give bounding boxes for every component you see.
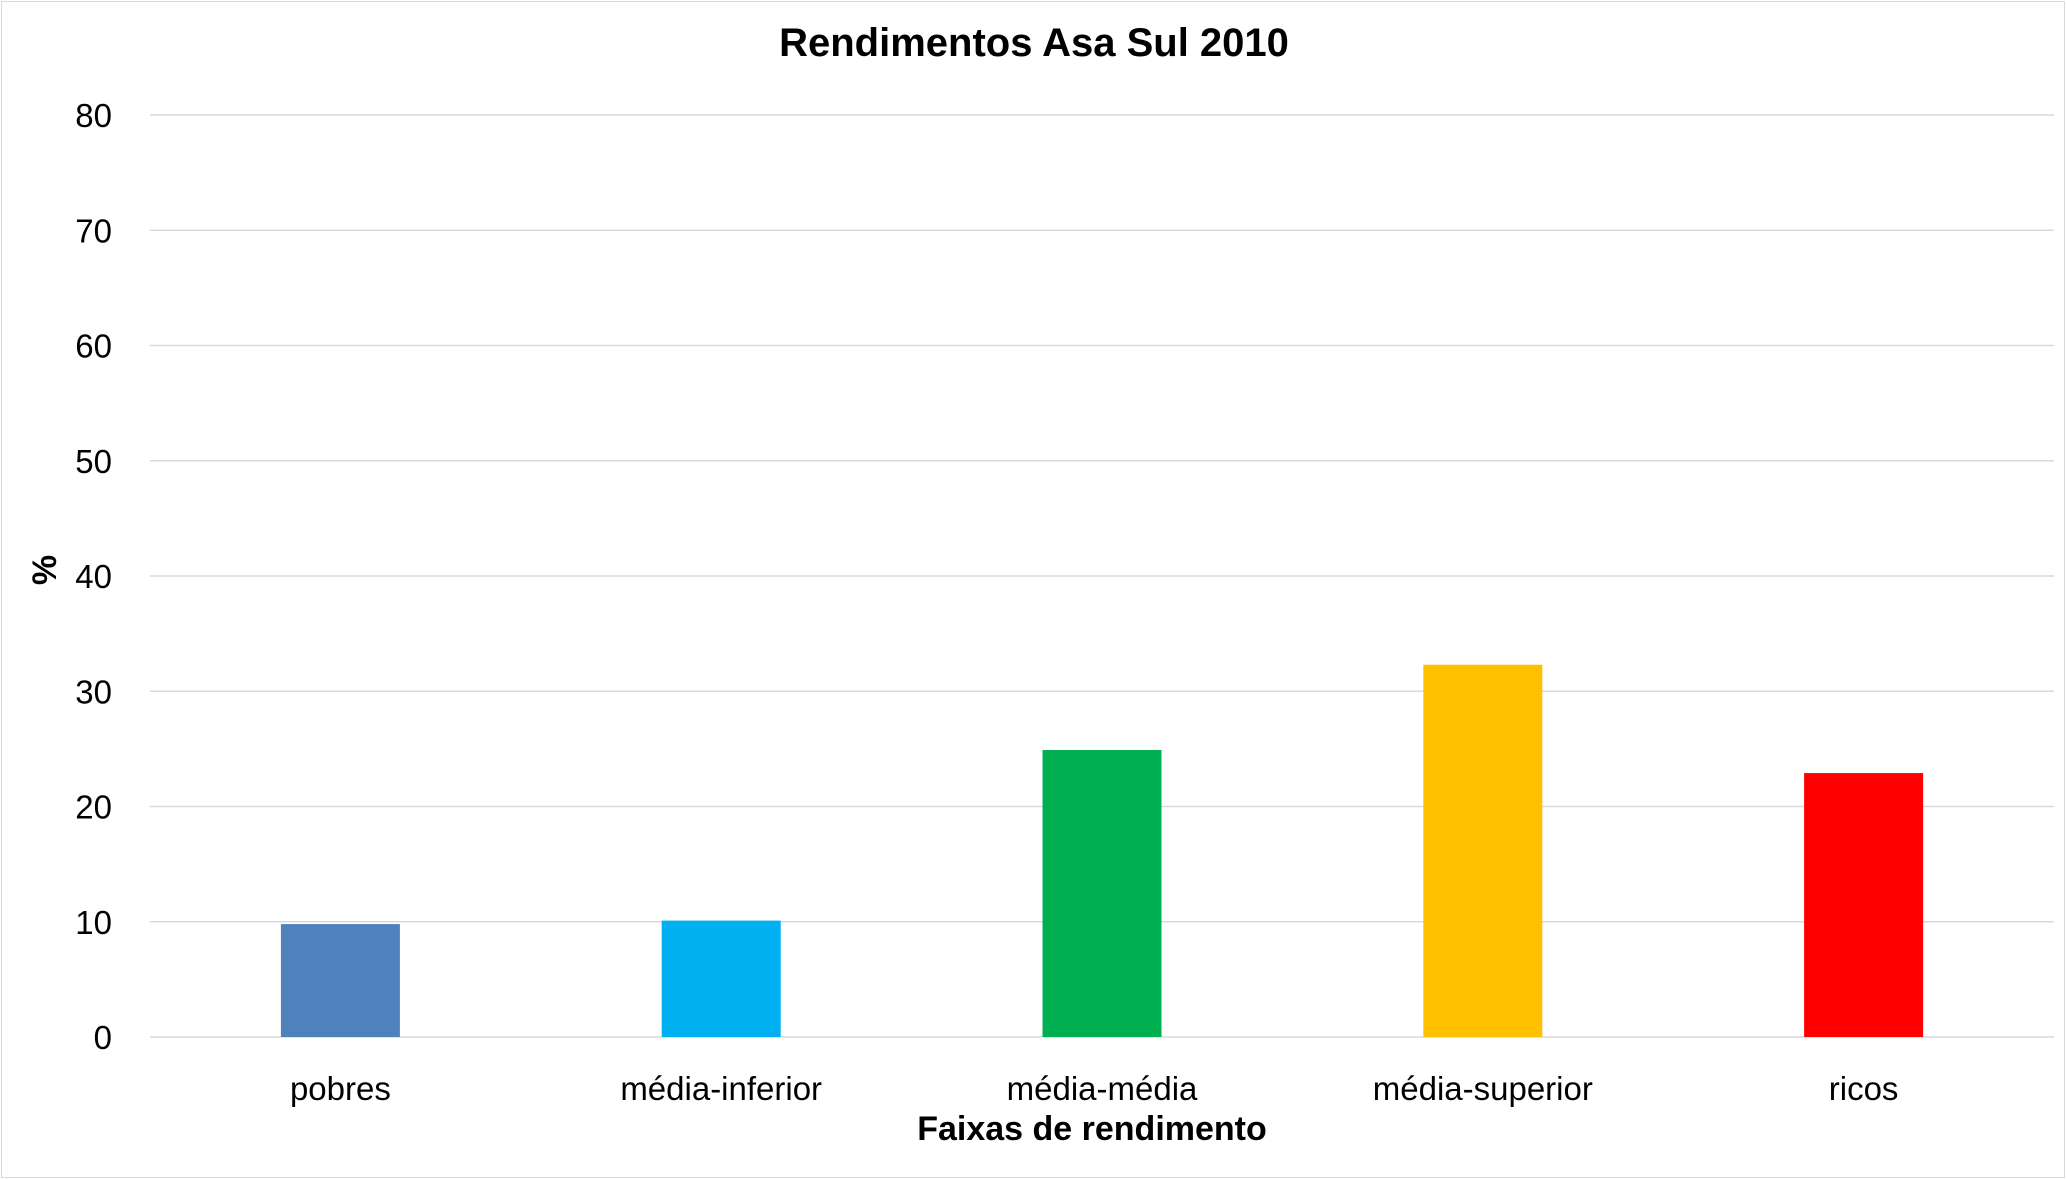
y-tick-label: 60 [75,328,112,365]
y-axis-tick-labels: 0 10 20 30 40 50 60 70 80 [75,97,112,1056]
x-tick-label: ricos [1829,1070,1899,1107]
x-tick-label: média-média [1007,1070,1198,1107]
x-axis-title: Faixas de rendimento [917,1110,1267,1148]
bars [280,664,1924,1037]
y-tick-label: 0 [94,1019,112,1056]
y-tick-label: 10 [75,904,112,941]
x-tick-label: pobres [290,1070,391,1107]
y-tick-label: 40 [75,558,112,595]
y-tick-label: 80 [75,97,112,134]
y-tick-label: 20 [75,789,112,826]
y-tick-label: 70 [75,212,112,249]
bar-média-superior [1423,664,1543,1037]
bar-média-inferior [661,920,781,1037]
x-axis-tick-labels: pobres média-inferior média-média média-sup… [290,1070,1898,1107]
gridlines [150,114,2054,1038]
bar-média-média [1042,750,1162,1037]
y-tick-label: 50 [75,443,112,480]
bar-ricos [1804,773,1924,1037]
y-tick-label: 30 [75,673,112,710]
chart-title: Rendimentos Asa Sul 2010 [779,21,1289,65]
x-tick-label: média-inferior [620,1070,822,1107]
bar-pobres [280,924,400,1037]
x-tick-label: média-superior [1373,1070,1593,1107]
y-axis-title: % [26,555,64,585]
